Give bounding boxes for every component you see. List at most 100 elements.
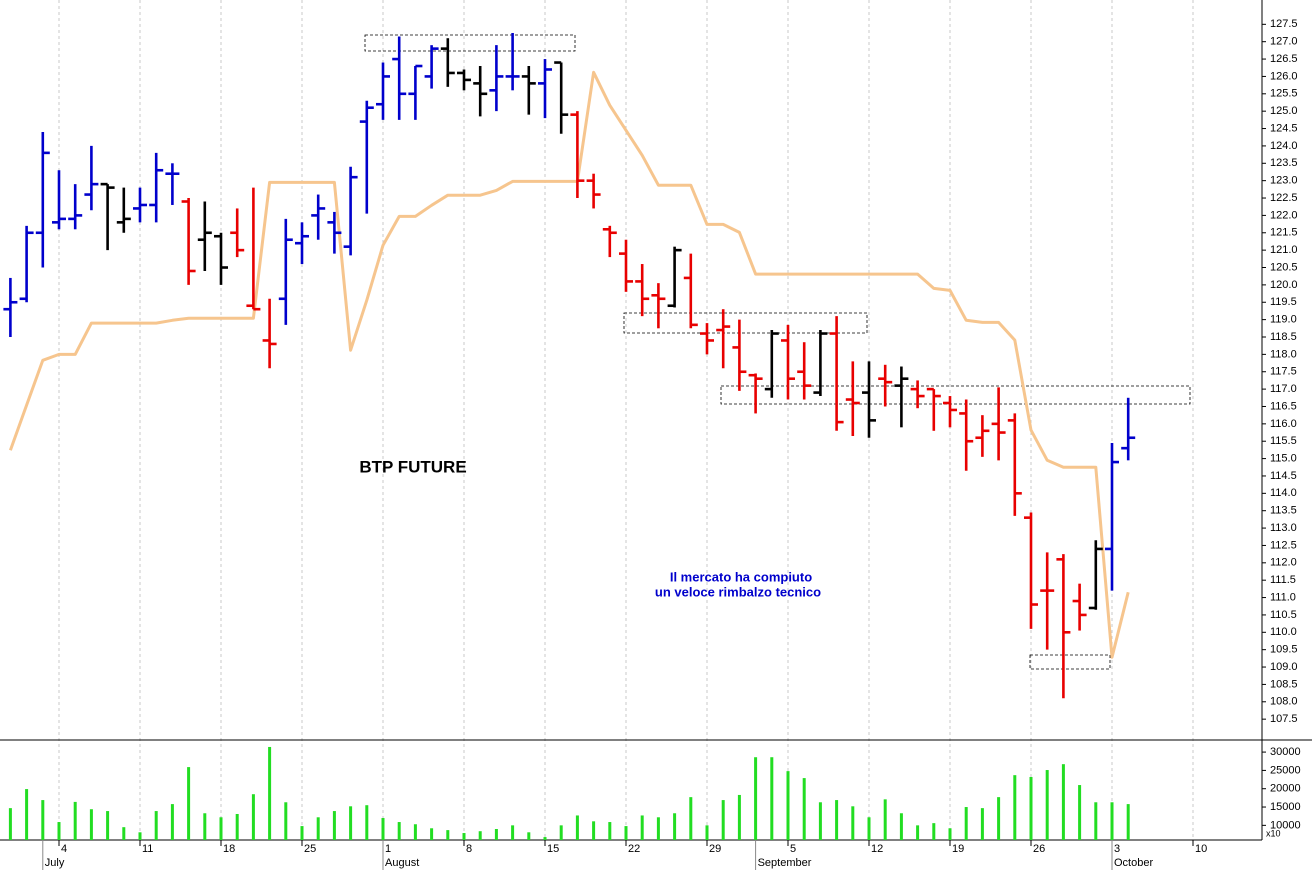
y-tick-label: 125.5 — [1270, 88, 1298, 100]
month-label: August — [385, 857, 419, 869]
volume-bar — [25, 789, 29, 840]
y-tick-label: 110.5 — [1270, 609, 1297, 621]
volume-bar — [948, 828, 952, 840]
volume-bar — [883, 799, 887, 840]
y-tick-label: 107.5 — [1270, 713, 1298, 725]
volume-bar — [1045, 770, 1049, 840]
y-tick-label: 114.0 — [1270, 487, 1297, 499]
x-tick-label: 29 — [709, 843, 721, 855]
x-tick-label: 18 — [223, 843, 235, 855]
volume-bar — [251, 794, 255, 840]
y-tick-label: 10000 — [1270, 819, 1301, 831]
volume-bar — [786, 771, 790, 840]
volume-bar — [737, 794, 741, 840]
volume-bar — [106, 811, 110, 840]
y-tick-label: 115.5 — [1270, 435, 1297, 447]
y-tick-label: 117.0 — [1270, 383, 1297, 395]
y-tick-label: 111.5 — [1270, 574, 1296, 586]
volume-bar — [154, 811, 158, 840]
volume-bar — [802, 778, 806, 840]
x-tick-label: 5 — [790, 843, 796, 855]
volume-bar — [818, 802, 822, 840]
y-tick-label: 120.0 — [1270, 279, 1298, 291]
volume-bar — [365, 805, 369, 840]
axis-note: x10 — [1266, 828, 1281, 838]
annotation: BTP FUTURE — [359, 457, 466, 476]
y-tick-label: 113.0 — [1270, 522, 1297, 534]
volume-bar — [624, 826, 628, 840]
volume-bar — [381, 818, 385, 840]
volume-bar — [219, 817, 223, 840]
volume-bar — [1110, 802, 1114, 840]
month-label: July — [45, 857, 65, 869]
volume-bar — [851, 806, 855, 840]
y-tick-label: 116.0 — [1270, 418, 1297, 430]
x-tick-label: 11 — [142, 843, 153, 855]
y-tick-label: 15000 — [1270, 801, 1301, 813]
x-tick-label: 22 — [628, 843, 640, 855]
range-box — [364, 34, 576, 52]
volume-bar — [138, 832, 142, 840]
volume-bar — [980, 808, 984, 840]
volume-bar — [511, 825, 515, 840]
y-tick-label: 125.0 — [1270, 105, 1298, 117]
volume-bar — [122, 827, 126, 840]
annotation: un veloce rimbalzo tecnico — [655, 584, 821, 599]
range-box — [720, 385, 1191, 405]
volume-bar — [867, 817, 871, 840]
y-tick-label: 113.5 — [1270, 505, 1297, 517]
volume-bar — [413, 824, 417, 840]
volume-bar — [673, 813, 677, 840]
y-tick-label: 118.5 — [1270, 331, 1297, 343]
y-tick-label: 120.5 — [1270, 261, 1298, 273]
y-tick-label: 127.0 — [1270, 36, 1298, 48]
y-tick-label: 110.0 — [1270, 626, 1297, 638]
y-tick-label: 121.0 — [1270, 244, 1298, 256]
volume-bar — [1029, 776, 1033, 840]
x-tick-label: 4 — [61, 843, 67, 855]
overlay-line — [8, 70, 1130, 659]
volume-bar — [559, 825, 563, 840]
x-tick-label: 8 — [466, 843, 472, 855]
volume-bar — [640, 815, 644, 840]
volume-bar — [170, 804, 174, 840]
volume-bar — [73, 801, 77, 840]
y-tick-label: 123.0 — [1270, 175, 1298, 187]
volume-bar — [187, 767, 191, 840]
x-tick-label: 19 — [952, 843, 964, 855]
volume-bar — [316, 817, 320, 840]
volume-bar — [916, 825, 920, 840]
y-tick-label: 116.5 — [1270, 400, 1297, 412]
volume-bar — [332, 811, 336, 840]
y-tick-label: 30000 — [1270, 746, 1301, 758]
y-tick-label: 122.5 — [1270, 192, 1298, 204]
volume-bar — [446, 830, 450, 840]
volume-bar — [575, 815, 579, 840]
annotation: Il mercato ha compiuto — [670, 569, 812, 584]
y-tick-label: 119.5 — [1270, 296, 1297, 308]
volume-bar — [430, 828, 434, 840]
volume-bar — [300, 826, 304, 840]
y-tick-label: 112.5 — [1270, 539, 1297, 551]
y-tick-label: 118.0 — [1270, 348, 1297, 360]
y-tick-label: 108.0 — [1270, 696, 1298, 708]
volume-bar — [284, 802, 288, 840]
range-box — [623, 312, 868, 334]
y-tick-label: 112.0 — [1270, 557, 1297, 569]
volume-bar — [494, 829, 498, 840]
y-tick-label: 114.5 — [1270, 470, 1297, 482]
volume-bar — [997, 797, 1001, 840]
y-tick-label: 123.5 — [1270, 157, 1298, 169]
y-tick-label: 124.5 — [1270, 122, 1298, 134]
volume-bar — [835, 800, 839, 840]
y-tick-label: 126.0 — [1270, 70, 1298, 82]
volume-bar — [656, 817, 660, 840]
month-label: September — [758, 857, 812, 869]
x-tick-label: 15 — [547, 843, 559, 855]
volume-bar — [235, 813, 239, 840]
volume-bar — [462, 833, 466, 840]
volume-bar — [527, 832, 531, 840]
